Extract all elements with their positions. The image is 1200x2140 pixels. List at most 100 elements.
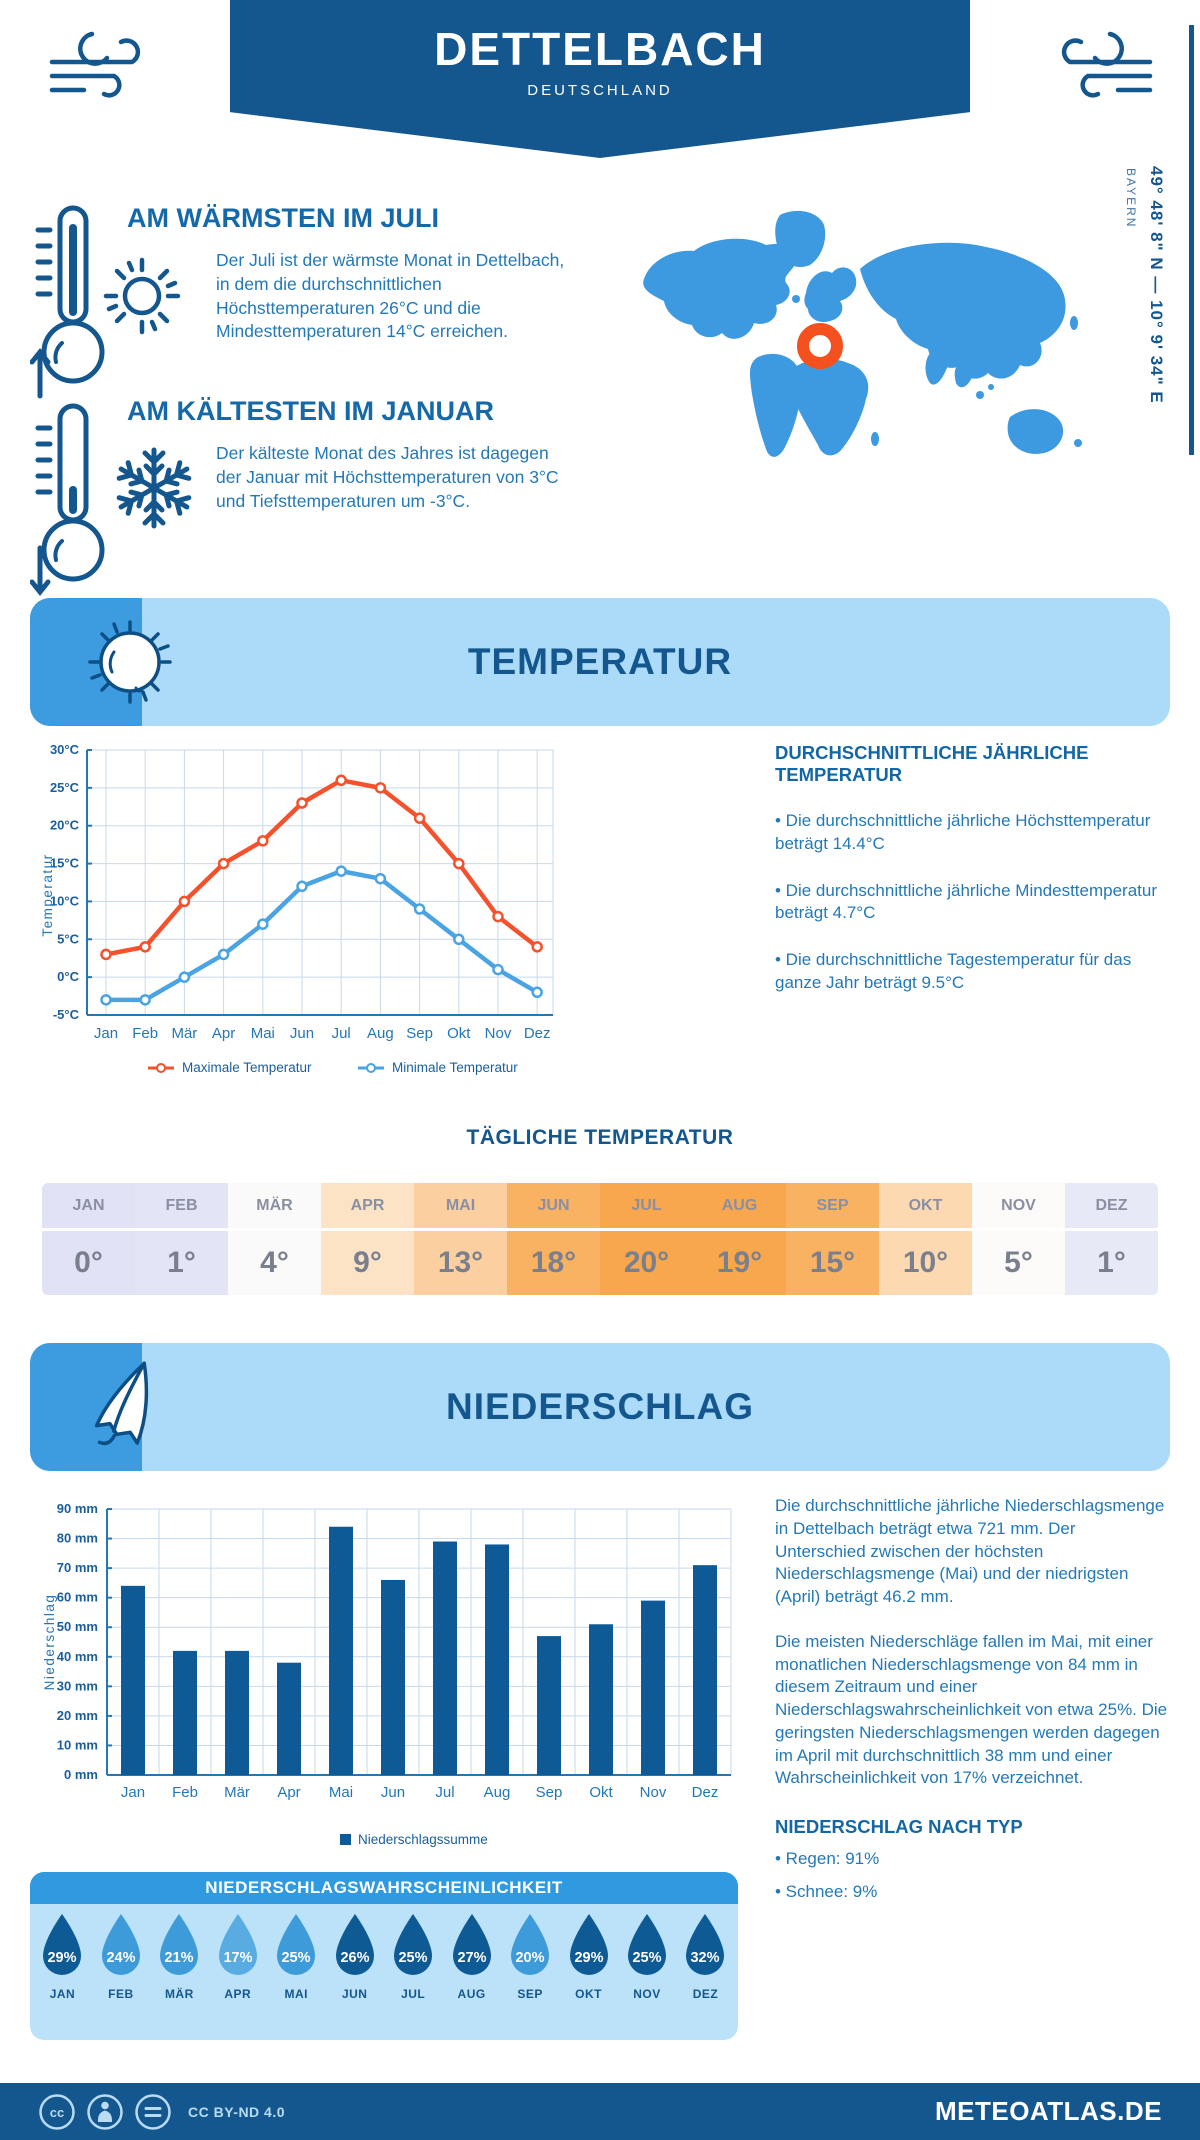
footer-bar: cc CC BY-ND 4.0 METEOATLAS.DE xyxy=(0,2083,1200,2140)
daily-month-cell: JUN xyxy=(507,1183,600,1231)
svg-text:80 mm: 80 mm xyxy=(57,1531,98,1546)
right-border-line xyxy=(1189,25,1194,455)
svg-text:20 mm: 20 mm xyxy=(57,1708,98,1723)
svg-text:Sep: Sep xyxy=(406,1025,433,1042)
svg-text:Apr: Apr xyxy=(277,1784,300,1801)
svg-text:60 mm: 60 mm xyxy=(57,1590,98,1605)
water-drop-icon: 17% xyxy=(218,1914,257,1975)
annual-temp-bullet: • Die durchschnittliche Tagestemperatur … xyxy=(775,950,1132,992)
daily-month-cell: NOV xyxy=(972,1183,1065,1231)
svg-text:Mär: Mär xyxy=(171,1025,197,1042)
probability-month-label: SEP xyxy=(517,1987,543,2001)
water-drop-icon: 21% xyxy=(160,1914,199,1975)
probability-drop: 29% JAN xyxy=(36,1912,88,2001)
warmest-heading: AM WÄRMSTEN IM JULI xyxy=(127,203,439,233)
daily-value-cell: 20° xyxy=(600,1231,693,1295)
svg-text:Jun: Jun xyxy=(290,1025,314,1042)
daily-value-cell: 18° xyxy=(507,1231,600,1295)
annual-temperature-panel: DURCHSCHNITTLICHE JÄHRLICHE TEMPERATUR •… xyxy=(775,742,1170,995)
probability-drops: 29% JAN 24% FEB 21% MÄR 17% APR 25% MAI 26% JUN 25% J… xyxy=(30,1904,738,2040)
svg-text:Maximale Temperatur: Maximale Temperatur xyxy=(182,1060,312,1075)
svg-text:Jan: Jan xyxy=(121,1784,145,1801)
annual-temp-bullet: • Die durchschnittliche jährliche Mindes… xyxy=(775,880,1158,923)
svg-text:25%: 25% xyxy=(399,1950,428,1966)
svg-text:30°C: 30°C xyxy=(50,742,80,757)
precipitation-section-band: NIEDERSCHLAG xyxy=(30,1343,1170,1471)
svg-text:Feb: Feb xyxy=(172,1784,198,1801)
water-drop-icon: 29% xyxy=(43,1914,82,1975)
svg-text:Minimale Temperatur: Minimale Temperatur xyxy=(392,1060,518,1075)
svg-text:29%: 29% xyxy=(574,1950,603,1966)
daily-month-cell: APR xyxy=(321,1183,414,1231)
coldest-text: Der kälteste Monat des Jahres ist dagege… xyxy=(216,443,559,511)
probability-month-label: NOV xyxy=(633,1987,661,2001)
water-drop-icon: 25% xyxy=(394,1914,433,1975)
svg-text:25%: 25% xyxy=(632,1950,661,1966)
no-derivatives-icon xyxy=(135,2093,171,2130)
probability-month-label: JUL xyxy=(401,1987,426,2001)
svg-text:25°C: 25°C xyxy=(50,780,80,795)
svg-text:Nov: Nov xyxy=(485,1025,512,1042)
warmest-text: Der Juli ist der wärmste Monat in Dettel… xyxy=(216,250,565,342)
svg-text:32%: 32% xyxy=(691,1950,720,1966)
svg-text:30 mm: 30 mm xyxy=(57,1678,98,1693)
water-drop-icon: 25% xyxy=(627,1914,666,1975)
daily-month-cell: SEP xyxy=(786,1183,879,1231)
annual-temperature-heading: DURCHSCHNITTLICHE JÄHRLICHE TEMPERATUR xyxy=(775,742,1089,785)
daily-value-cell: 13° xyxy=(414,1231,507,1295)
cc-license-icons: cc xyxy=(38,2093,172,2131)
svg-text:5°C: 5°C xyxy=(57,931,79,946)
probability-month-label: AUG xyxy=(457,1987,486,2001)
temperature-section-title: TEMPERATUR xyxy=(467,641,733,682)
page-title: DETTELBACH xyxy=(434,23,766,75)
svg-text:24%: 24% xyxy=(106,1950,135,1966)
water-drop-icon: 27% xyxy=(452,1914,491,1975)
annual-temp-bullet: • Die durchschnittliche jährliche Höchst… xyxy=(775,811,1151,853)
daily-month-cell: JAN xyxy=(42,1183,135,1231)
svg-text:Mai: Mai xyxy=(329,1784,353,1801)
svg-text:70 mm: 70 mm xyxy=(57,1560,98,1575)
wind-icon xyxy=(1061,31,1153,98)
svg-text:Mär: Mär xyxy=(224,1784,250,1801)
daily-temperature-title: TÄGLICHE TEMPERATUR xyxy=(466,1126,734,1149)
svg-text:Jul: Jul xyxy=(332,1025,351,1042)
coordinates-label: 49° 48' 8" N — 10° 9' 34" E xyxy=(1147,166,1166,404)
precipitation-paragraph: Die meisten Niederschläge fallen im Mai,… xyxy=(775,1631,1168,1788)
svg-text:50 mm: 50 mm xyxy=(57,1619,98,1634)
daily-temperature-table: JAN FEB MÄR APR MAI JUN JUL AUG SEP OKT NOV DEZ 0° 1°… xyxy=(42,1183,1158,1295)
svg-text:Apr: Apr xyxy=(212,1025,235,1042)
water-drop-icon: 26% xyxy=(335,1914,374,1975)
svg-text:Jan: Jan xyxy=(94,1025,118,1042)
svg-text:cc: cc xyxy=(50,2105,64,2120)
svg-text:Feb: Feb xyxy=(132,1025,158,1042)
precipitation-type-heading: NIEDERSCHLAG NACH TYP xyxy=(775,1816,1023,1838)
location-marker xyxy=(797,323,843,369)
coldest-heading: AM KÄLTESTEN IM JANUAR xyxy=(127,396,494,426)
daily-month-cell: DEZ xyxy=(1065,1183,1158,1231)
daily-value-cell: 5° xyxy=(972,1231,1065,1295)
daily-value-cell: 4° xyxy=(228,1231,321,1295)
probability-month-label: DEZ xyxy=(692,1987,719,2001)
svg-text:90 mm: 90 mm xyxy=(57,1501,98,1516)
svg-text:Aug: Aug xyxy=(367,1025,394,1042)
probability-drop: 26% JUN xyxy=(329,1912,381,2001)
probability-drop: 24% FEB xyxy=(95,1912,147,2001)
daily-month-cell: FEB xyxy=(135,1183,228,1231)
daily-value-cell: 1° xyxy=(1065,1231,1158,1295)
daily-month-cell: MÄR xyxy=(228,1183,321,1231)
probability-drop: 17% APR xyxy=(212,1912,264,2001)
svg-text:26%: 26% xyxy=(340,1950,369,1966)
daily-month-cell: AUG xyxy=(693,1183,786,1231)
svg-text:10°C: 10°C xyxy=(50,893,80,908)
probability-month-label: JUN xyxy=(341,1987,368,2001)
precipitation-probability-box: NIEDERSCHLAGSWAHRSCHEINLICHKEIT 29% JAN 24… xyxy=(30,1872,738,2040)
probability-drop: 25% NOV xyxy=(621,1912,673,2001)
svg-text:0 mm: 0 mm xyxy=(64,1767,98,1782)
region-label: BAYERN xyxy=(1124,168,1138,229)
svg-text:40 mm: 40 mm xyxy=(57,1649,98,1664)
daily-value-cell: 15° xyxy=(786,1231,879,1295)
svg-text:Okt: Okt xyxy=(589,1784,613,1801)
precipitation-paragraph: Die durchschnittliche jährliche Niedersc… xyxy=(775,1496,1165,1607)
person-attribution-icon xyxy=(87,2093,123,2130)
